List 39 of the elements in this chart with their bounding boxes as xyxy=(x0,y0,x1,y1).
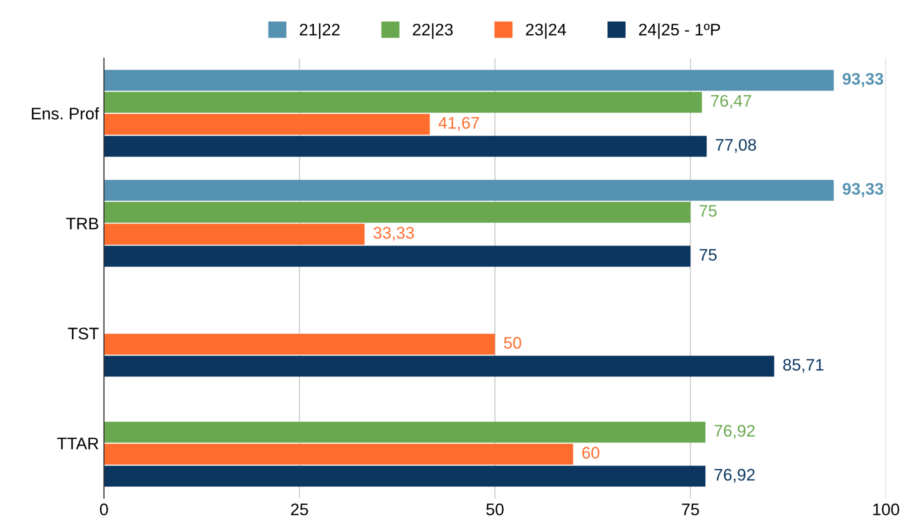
legend-label: 22|23 xyxy=(412,23,453,39)
x-tick-label: 75 xyxy=(682,504,699,516)
legend-label: 21|22 xyxy=(300,23,340,39)
data-label: 75 xyxy=(700,205,717,217)
data-label: 41,67 xyxy=(438,116,480,131)
bar xyxy=(104,444,574,465)
data-label: 77,08 xyxy=(716,138,756,153)
bar xyxy=(104,246,690,267)
data-label: 93,33 xyxy=(842,182,884,198)
bar xyxy=(104,114,430,135)
y-tick-label: TST xyxy=(68,328,99,340)
y-tick-label: TRB xyxy=(66,218,98,230)
bar xyxy=(104,422,706,443)
bar xyxy=(104,180,834,201)
data-label: 76,47 xyxy=(711,94,752,109)
data-label: 75 xyxy=(700,249,717,261)
y-tick-label: Ens. Prof xyxy=(32,107,100,120)
bar xyxy=(104,466,706,487)
bar xyxy=(104,136,707,157)
data-label: 85,71 xyxy=(783,358,824,373)
bar xyxy=(104,92,702,113)
bar xyxy=(104,224,365,245)
data-label: 76,92 xyxy=(714,468,755,483)
data-label: 93,33 xyxy=(842,72,884,88)
bar xyxy=(104,202,690,223)
bar xyxy=(104,356,774,377)
data-label: 76,92 xyxy=(714,424,755,439)
y-tick-label: TTAR xyxy=(57,438,98,450)
data-label: 50 xyxy=(504,336,522,349)
bar xyxy=(104,70,834,91)
legend-label: 23|24 xyxy=(526,23,566,39)
x-tick-label: 25 xyxy=(291,504,308,516)
x-tick-label: 50 xyxy=(486,504,504,516)
bar xyxy=(104,334,495,355)
data-label: 60 xyxy=(582,446,600,459)
x-tick-label: 100 xyxy=(873,504,900,516)
data-label: 33,33 xyxy=(374,226,414,241)
x-tick-label: 0 xyxy=(100,504,108,516)
legend-label: 24|25 - 1ºP xyxy=(639,23,720,39)
